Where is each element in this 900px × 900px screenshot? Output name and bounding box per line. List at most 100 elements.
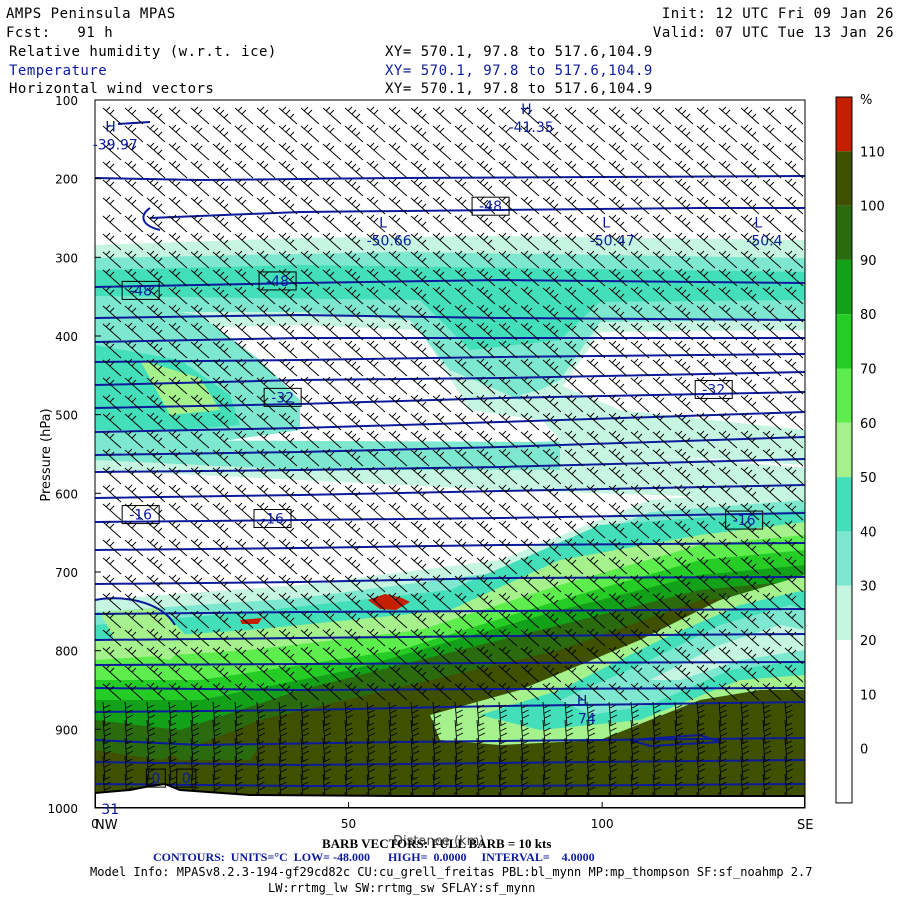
contour-label-box-6 <box>253 509 292 529</box>
colorbar-seg-7 <box>836 477 852 532</box>
x-end-right: SE <box>797 818 814 833</box>
extremum-value-4: -50.4 <box>746 233 782 249</box>
contour-label-box-2 <box>121 280 160 300</box>
isotherm-14 <box>95 576 805 585</box>
extremum-kind-1: H <box>521 102 532 118</box>
colorbar-label-10: 10 <box>860 688 877 703</box>
rh-patch-red-2 <box>240 618 262 624</box>
contour-label-box-7 <box>725 510 764 530</box>
plot-frame <box>94 99 806 809</box>
contour-label-1: -48 <box>266 274 289 290</box>
barb-note: BARB VECTORS: FULL BARB = 10 kts <box>322 836 552 851</box>
rh-patch-left-60 <box>100 608 190 660</box>
x-axis-label: Distance (km) <box>393 834 485 849</box>
extremum-value-2: -50.66 <box>367 233 412 249</box>
isotherm-15 <box>95 608 805 615</box>
extremum-value-1: -41.35 <box>509 120 554 136</box>
contour-label-box-4 <box>694 379 733 399</box>
y-tick-label-800: 800 <box>55 645 78 659</box>
colorbar-label-80: 80 <box>860 308 877 323</box>
colorbar-seg-10 <box>836 640 852 695</box>
contour-label-7: -16 <box>733 513 756 529</box>
colorbar-seg-2 <box>836 205 852 260</box>
isotherm-3 <box>95 313 805 321</box>
y-axis: 100 200 300 400 500 600 700 800 900 1000 <box>47 94 101 816</box>
extremum-kind-2: L <box>379 215 387 231</box>
title-left: AMPS Peninsula MPAS <box>6 6 176 22</box>
x-tick-label-100: 100 <box>591 817 614 831</box>
contour-label-box-5 <box>121 505 160 525</box>
extremum-kind-3: L <box>602 215 610 231</box>
y-tick-label-400: 400 <box>55 330 78 344</box>
colorbar-label-50: 50 <box>860 471 877 486</box>
extremum-value-6: 31 <box>101 802 119 818</box>
colorbar-seg-8 <box>836 531 852 586</box>
contour-label-box-9 <box>176 768 197 788</box>
forecast-hour: Fcst: 91 h <box>6 25 114 41</box>
isotherm-17 <box>95 661 805 666</box>
colorbar-label-0: 0 <box>860 743 868 758</box>
valid-time: Valid: 07 UTC Tue 13 Jan 26 <box>652 25 894 41</box>
colorbar-label-100: 100 <box>860 200 885 215</box>
contour-label-0: -48 <box>479 199 502 215</box>
x-tick-label-0: 0 <box>91 817 99 831</box>
colorbar-seg-6 <box>836 422 852 478</box>
colorbar-seg-12 <box>836 748 852 803</box>
y-tick-label-600: 600 <box>55 487 78 501</box>
colorbar-seg-3 <box>836 259 852 315</box>
contour-label-3: -32 <box>271 390 294 406</box>
isotherm-16 <box>95 633 805 641</box>
colorbar-seg-0 <box>836 97 852 152</box>
y-tick-label-100: 100 <box>55 94 78 108</box>
extremum-kind-4: L <box>754 215 762 231</box>
contour-label-box-0 <box>471 196 510 216</box>
isotherm-22 <box>95 783 805 787</box>
y-axis-label: Pressure (hPa) <box>39 408 54 501</box>
y-tick-label-300: 300 <box>55 251 78 265</box>
y-tick-label-500: 500 <box>55 409 78 423</box>
isotherm-20 <box>95 737 805 747</box>
contour-label-box-1 <box>258 271 297 291</box>
field-wind-name: Horizontal wind vectors <box>9 81 215 97</box>
field-temp-name: Temperature <box>9 63 108 79</box>
contour-label-6: -16 <box>261 512 284 528</box>
colorbar-label-30: 30 <box>860 580 877 595</box>
init-time: Init: 12 UTC Fri 09 Jan 26 <box>661 6 894 22</box>
rh-patch-red <box>368 594 410 610</box>
isotherm-1 <box>149 207 805 219</box>
field-temp-xy: XY= 570.1, 97.8 to 517.6,104.9 <box>385 63 653 79</box>
wind-barb-layer <box>102 106 804 808</box>
model-info: Model Info: MPASv8.2.3-194-gf29cd82c CU:… <box>90 865 813 879</box>
extremum-kind-0: H <box>105 119 116 135</box>
contour-label-box-8 <box>145 768 166 788</box>
isotherm-4 <box>95 337 805 343</box>
contour-label-5: -16 <box>129 508 152 524</box>
isotherm-left-bend <box>95 597 176 626</box>
isotherm-10 <box>95 458 805 473</box>
colorbar-frame <box>835 96 853 804</box>
contour-info: CONTOURS: UNITS=°C LOW= -48.000 HIGH= 0.… <box>153 850 595 864</box>
isotherm-7 <box>95 391 805 409</box>
extremum-value-0: -39.97 <box>93 137 138 153</box>
isotherm-0 <box>95 175 805 182</box>
extremum-value-3: -50.47 <box>590 233 635 249</box>
contour-label-box-3 <box>263 387 302 407</box>
field-rh-name: Relative humidity (w.r.t. ice) <box>9 44 277 60</box>
colorbar-seg-5 <box>836 368 852 423</box>
y-tick-label-200: 200 <box>55 173 78 187</box>
extremum-value-5: 74 <box>578 712 596 728</box>
field-wind-xy: XY= 570.1, 97.8 to 517.6,104.9 <box>385 81 653 97</box>
isotherm-21 <box>95 759 805 767</box>
contour-label-8: 0 <box>151 771 160 787</box>
colorbar-seg-1 <box>836 151 852 206</box>
extremum-kind-5: H <box>577 694 588 710</box>
y-tick-label-1000: 1000 <box>47 802 78 816</box>
isotherm-18 <box>95 687 805 692</box>
colorbar-seg-9 <box>836 585 852 640</box>
y-tick-label-700: 700 <box>55 566 78 580</box>
x-end-left: NW <box>95 818 118 833</box>
contour-label-9: 0 <box>182 771 191 787</box>
colorbar-label-60: 60 <box>860 417 877 432</box>
isotherm-fragment <box>117 121 151 125</box>
